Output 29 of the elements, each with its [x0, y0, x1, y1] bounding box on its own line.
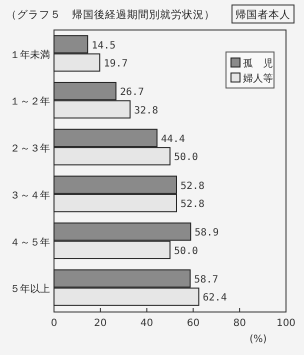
x-axis-title: (%): [250, 334, 267, 345]
y-tick-label: ３～４年: [10, 189, 50, 202]
x-tick-label: 20: [94, 318, 107, 329]
data-label: 58.9: [194, 228, 219, 239]
data-label: 14.5: [92, 40, 116, 52]
data-label: 32.8: [134, 105, 158, 116]
data-label: 52.8: [180, 180, 205, 192]
data-label: 52.8: [180, 199, 205, 210]
data-label: 19.7: [104, 58, 128, 70]
data-label: 44.4: [161, 134, 186, 145]
data-label: 50.0: [174, 152, 198, 164]
x-tick-label: 40: [140, 318, 154, 329]
y-tick-label: ２～３年: [10, 142, 50, 155]
x-tick-label: 80: [233, 318, 246, 329]
y-tick-label: １年未満: [10, 48, 50, 61]
x-tick-label: 100: [276, 318, 296, 329]
y-tick-label: １～２年: [10, 96, 50, 108]
x-tick-label: 0: [50, 318, 58, 329]
x-tick-label: 60: [186, 318, 200, 329]
y-tick-label: ５年以上: [10, 283, 50, 296]
data-label: 50.0: [174, 246, 198, 257]
data-label: 62.4: [202, 292, 227, 304]
chart-subtitle: 帰国者本人: [236, 8, 290, 21]
data-label: 58.7: [194, 274, 218, 286]
y-tick-label: ４～５年: [10, 236, 50, 248]
chart-title: （グラフ５ 帰国後経過期間別就労状況）: [6, 8, 215, 21]
data-label: 26.7: [120, 87, 144, 98]
legend-label: 婦人等: [243, 72, 273, 84]
legend-label: 孤 児: [243, 58, 273, 70]
